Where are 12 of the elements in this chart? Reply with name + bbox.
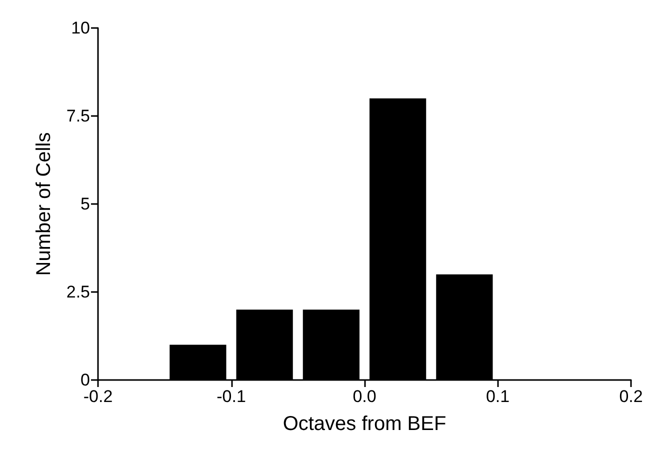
x-tick-label: 0.0: [352, 387, 376, 406]
x-tick-label: -0.2: [83, 387, 113, 406]
y-tick-label: 7.5: [66, 106, 90, 126]
x-tick-label: 0.2: [619, 387, 643, 406]
x-tick-label: 0.1: [486, 387, 510, 406]
x-tick-label: -0.1: [216, 387, 246, 406]
x-axis-title: Octaves from BEF: [282, 413, 446, 435]
y-tick-label: 5: [80, 194, 90, 214]
y-axis-title: Number of Cells: [33, 132, 55, 276]
y-tick-label: 10: [71, 18, 90, 38]
y-tick-label: 2.5: [66, 282, 90, 302]
y-tick-label: 0: [80, 370, 90, 390]
